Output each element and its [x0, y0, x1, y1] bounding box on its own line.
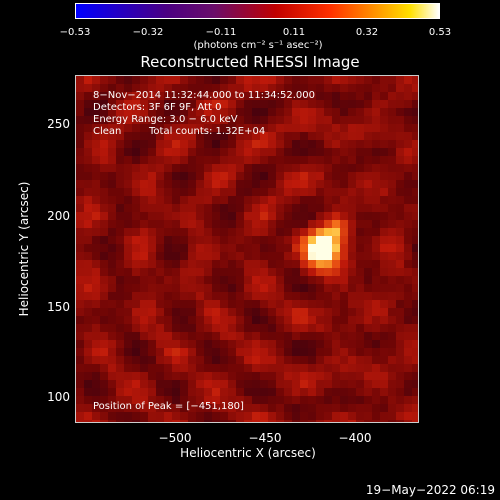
- info-peak: Position of Peak = [−451,180]: [93, 401, 244, 412]
- info-counts: Total counts: 1.32E+04: [149, 126, 266, 137]
- colorbar-tick-label: −0.11: [205, 27, 237, 38]
- y-tick-label: 250: [47, 117, 70, 131]
- info-energy: Energy Range: 3.0 − 6.0 keV: [93, 114, 238, 125]
- y-tick-label: 200: [47, 209, 70, 223]
- info-clean: Clean: [93, 126, 122, 137]
- colorbar-tick-label: 0.32: [355, 27, 379, 38]
- x-tick-label: −400: [338, 431, 372, 445]
- chart-title: Reconstructed RHESSI Image: [140, 53, 360, 71]
- x-tick-label: −500: [158, 431, 192, 445]
- colorbar-tick-label: 0.53: [428, 27, 452, 38]
- y-tick-label: 100: [47, 390, 70, 404]
- colorbar-tick-label: 0.11: [282, 27, 306, 38]
- colorbar: [75, 3, 440, 19]
- x-tick-label: −450: [248, 431, 282, 445]
- colorbar-tick-label: −0.32: [132, 27, 164, 38]
- x-axis-label: Heliocentric X (arcsec): [180, 446, 316, 460]
- info-time: 8−Nov−2014 11:32:44.000 to 11:34:52.000: [93, 90, 316, 101]
- heatmap-image: [76, 76, 418, 422]
- plot-area: 8−Nov−2014 11:32:44.000 to 11:34:52.000 …: [75, 75, 419, 423]
- timestamp: 19−May−2022 06:19: [365, 483, 495, 497]
- info-detectors: Detectors: 3F 6F 9F, Att 0: [93, 102, 222, 113]
- y-axis-label: Heliocentric Y (arcsec): [17, 181, 31, 317]
- colorbar-tick-label: −0.53: [59, 27, 91, 38]
- colorbar-units: (photons cm⁻² s⁻¹ asec⁻²): [193, 40, 323, 51]
- y-tick-label: 150: [47, 300, 70, 314]
